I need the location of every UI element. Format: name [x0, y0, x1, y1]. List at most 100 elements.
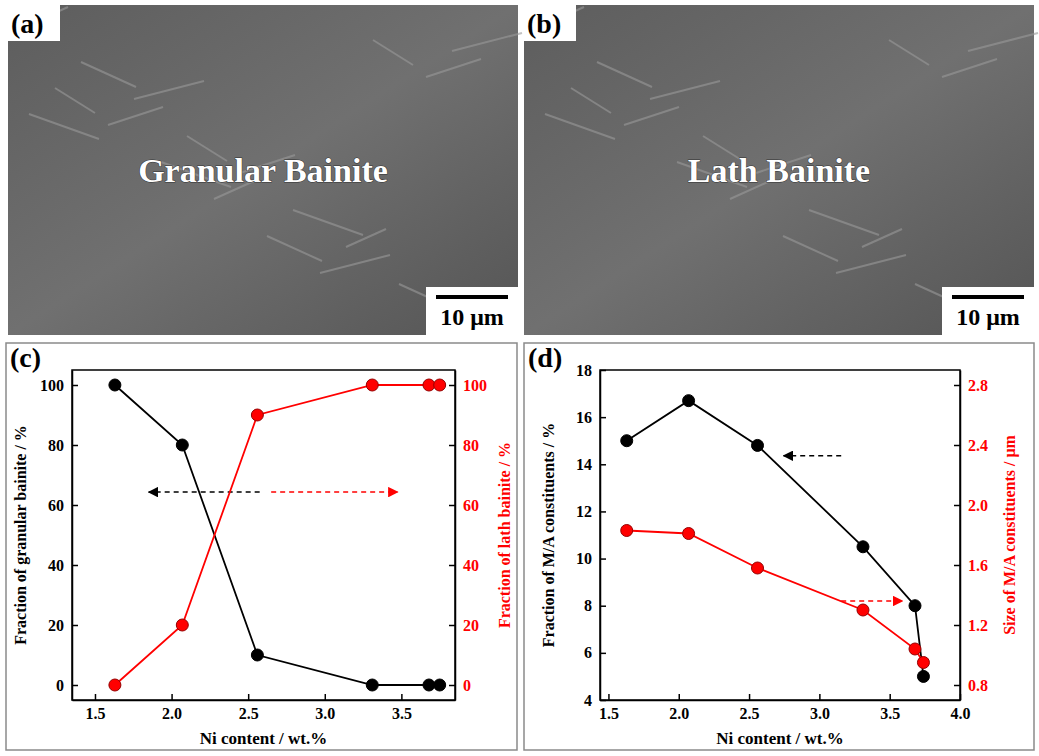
panel-frame	[6, 343, 517, 750]
y-tick: 18	[576, 362, 606, 379]
texture	[650, 81, 720, 99]
data-point	[752, 439, 764, 451]
x-tick: 3.5	[880, 694, 900, 722]
tick-label: 40	[463, 557, 479, 574]
data-point	[909, 643, 921, 655]
data-point	[857, 541, 869, 553]
y-tick: 80	[48, 437, 78, 454]
texture	[346, 229, 386, 247]
series-line	[115, 385, 440, 685]
tick-mark	[749, 694, 751, 700]
scale-bar-label: 10 μm	[440, 304, 504, 330]
tick-mark	[954, 445, 960, 447]
tick-mark	[819, 694, 821, 700]
texture	[624, 107, 679, 125]
axis-line	[455, 371, 457, 701]
tick-mark	[600, 700, 606, 702]
series-line	[115, 385, 440, 685]
texture	[320, 255, 390, 273]
y2-tick: 60	[449, 497, 479, 514]
tick-mark	[889, 694, 891, 700]
y2-tick: 20	[449, 617, 479, 634]
tick-label: 18	[576, 362, 592, 379]
data-point	[434, 379, 446, 391]
axis-arrow	[149, 491, 260, 493]
texture	[968, 33, 1038, 51]
y-axis-title: Fraction of granular bainite / %	[12, 425, 30, 645]
texture	[809, 210, 879, 235]
y-tick: 60	[48, 497, 78, 514]
panel-letter: (d)	[528, 342, 562, 373]
tick-mark	[600, 653, 606, 655]
x-tick: 2.0	[162, 694, 182, 722]
texture	[426, 59, 481, 77]
axis-arrow	[271, 491, 397, 493]
y-tick: 0	[56, 677, 78, 694]
tick-mark	[954, 565, 960, 567]
chart-panel: 1.52.02.53.03.5020406080100020406080100N…	[6, 342, 517, 750]
micrograph	[8, 5, 518, 335]
tick-mark	[954, 505, 960, 507]
data-point	[857, 604, 869, 616]
tick-label: 2.0	[162, 705, 182, 722]
texture	[134, 81, 204, 99]
axis-line	[73, 700, 456, 702]
tick-label: 20	[48, 617, 64, 634]
y-tick: 6	[584, 644, 606, 661]
panel-letter: (a)	[11, 8, 44, 39]
tick-mark	[248, 694, 250, 700]
tick-label: 2.5	[740, 705, 760, 722]
panel-letter: (b)	[527, 8, 561, 39]
y-axis: 0 20 40 60 80 100	[40, 371, 78, 701]
y2-tick: 0	[449, 677, 471, 694]
x-tick: 1.5	[85, 694, 105, 722]
tick-mark	[600, 511, 606, 513]
data-point	[621, 525, 633, 537]
image-panel: Granular Bainite(a)10 μm	[8, 5, 522, 335]
y2-axis: 020406080100	[449, 371, 487, 701]
y2-axis-title: Size of M/A constituents / μm	[1001, 434, 1019, 634]
data-point	[917, 670, 929, 682]
tick-mark	[954, 385, 960, 387]
texture	[597, 62, 652, 87]
image-panel: Lath Bainite(b)10 μm	[524, 5, 1038, 335]
tick-label: 100	[40, 377, 64, 394]
texture	[452, 33, 522, 51]
x-tick: 3.5	[392, 694, 412, 722]
x-axis-title: Ni content / wt.%	[200, 729, 327, 748]
tick-label: 80	[48, 437, 64, 454]
tick-label: 4	[584, 692, 592, 709]
y2-tick: 2.0	[954, 497, 988, 514]
x-tick: 2.5	[740, 694, 760, 722]
figure: Granular Bainite(a)10 μmLath Bainite(b)1…	[0, 0, 1039, 756]
data-point	[423, 679, 435, 691]
tick-label: 4.0	[951, 705, 971, 722]
y-tick: 20	[48, 617, 78, 634]
y2-tick: 40	[449, 557, 479, 574]
tick-label: 40	[48, 557, 64, 574]
panel-frame	[524, 343, 1034, 750]
tick-label: 8	[584, 597, 592, 614]
y-axis-title: Fraction of M/A constituents / %	[540, 423, 557, 647]
tick-mark	[679, 694, 681, 700]
texture	[108, 107, 163, 125]
texture	[545, 114, 615, 139]
tick-label: 20	[463, 617, 479, 634]
data-point	[752, 562, 764, 574]
texture	[267, 236, 322, 261]
axis-arrow	[841, 600, 902, 602]
tick-label: 80	[463, 437, 479, 454]
axis-line	[601, 700, 961, 702]
data-point	[621, 435, 633, 447]
tick-label: 3.5	[392, 705, 412, 722]
tick-label: 1.5	[85, 705, 105, 722]
axis-arrow	[784, 455, 842, 457]
tick-mark	[600, 605, 606, 607]
tick-label: 2.0	[968, 497, 988, 514]
tick-label: 60	[463, 497, 479, 514]
tick-label: 10	[576, 550, 592, 567]
tick-label: 2.8	[968, 377, 988, 394]
tick-label: 2.5	[239, 705, 259, 722]
plot-frame	[72, 370, 455, 700]
x-axis: 1.52.02.53.03.54.0	[599, 694, 971, 722]
